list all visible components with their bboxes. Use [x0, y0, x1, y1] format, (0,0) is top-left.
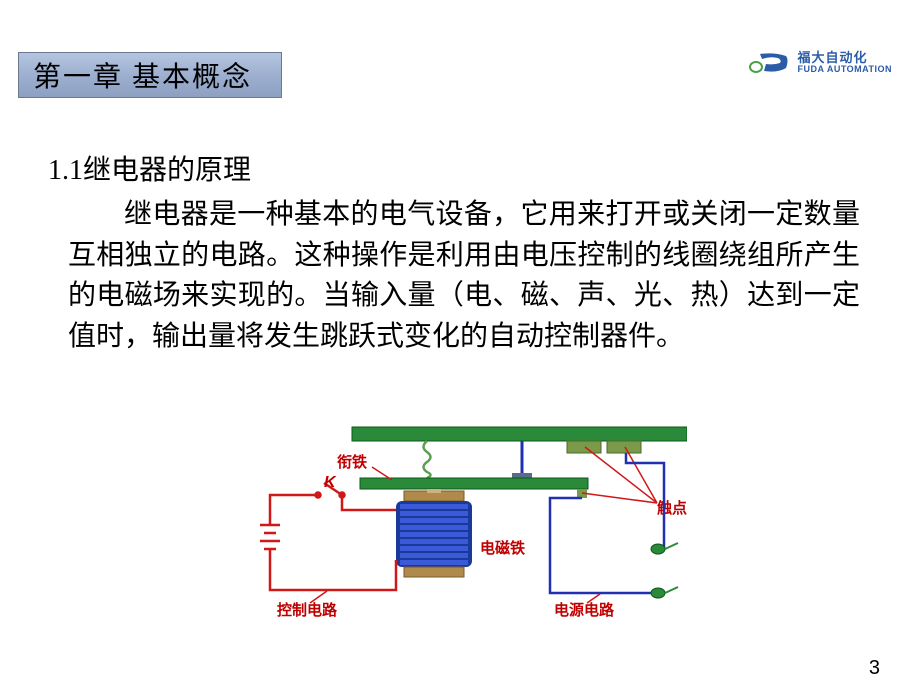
logo-icon — [744, 50, 790, 76]
label-control-circuit: 控制电路 — [277, 601, 338, 619]
control-circuit-wires — [260, 483, 396, 590]
body-paragraph: 继电器是一种基本的电气设备，它用来打开或关闭一定数量互相独立的电路。这种操作是利… — [68, 195, 860, 357]
section-title: 1.1继电器的原理 — [48, 148, 251, 188]
page-number: 3 — [869, 657, 880, 680]
logo-en: FUDA AUTOMATION — [798, 65, 893, 75]
relay-diagram: 触点 衔铁 电磁铁 — [232, 425, 687, 640]
spring — [424, 441, 431, 478]
label-armature: 衔铁 — [337, 453, 367, 471]
power-circuit-wires — [550, 453, 664, 593]
electromagnet — [396, 489, 472, 577]
chapter-title: 第一章 基本概念 — [33, 55, 252, 95]
frame-top-bar — [352, 427, 687, 441]
chapter-title-box: 第一章 基本概念 — [18, 52, 282, 98]
company-logo: 福大自动化 FUDA AUTOMATION — [744, 50, 893, 76]
armature-bar — [360, 478, 588, 489]
label-power-circuit: 电源电路 — [554, 601, 615, 619]
label-electromagnet: 电磁铁 — [480, 539, 525, 557]
logo-text: 福大自动化 FUDA AUTOMATION — [798, 51, 893, 75]
label-contact: 触点 — [657, 499, 687, 517]
logo-cn: 福大自动化 — [798, 51, 893, 65]
label-switch-k: K — [324, 474, 337, 491]
